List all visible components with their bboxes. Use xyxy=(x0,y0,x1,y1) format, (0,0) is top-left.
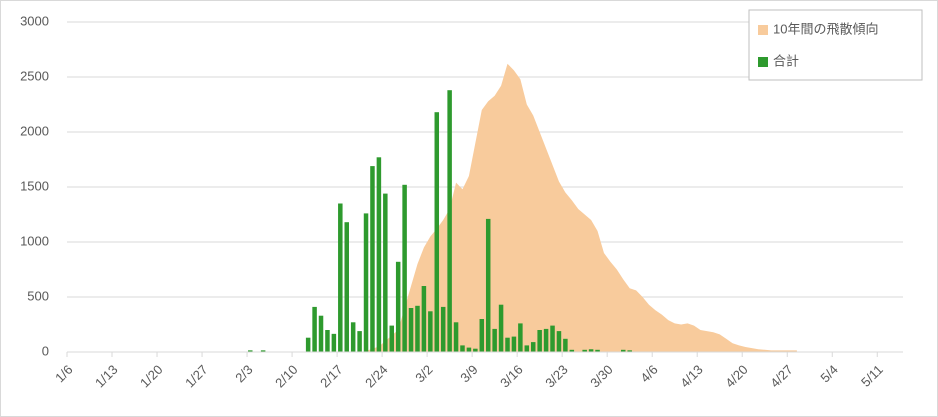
bar xyxy=(344,222,349,352)
bar xyxy=(537,330,542,352)
y-tick-label: 3000 xyxy=(20,13,49,28)
bar xyxy=(363,213,369,352)
legend-swatch xyxy=(758,57,768,67)
y-tick-label: 0 xyxy=(42,343,49,358)
bar xyxy=(485,218,491,352)
bar xyxy=(511,336,517,352)
bar xyxy=(518,323,523,352)
bar xyxy=(331,333,337,352)
area xyxy=(366,63,797,353)
bar xyxy=(318,315,324,352)
bar xyxy=(370,166,375,352)
bar xyxy=(453,322,459,352)
bar xyxy=(466,347,472,352)
y-tick-label: 2000 xyxy=(20,123,49,138)
y-tick-label: 1500 xyxy=(20,178,49,193)
bar xyxy=(248,350,253,352)
bar xyxy=(627,350,632,352)
bar xyxy=(338,203,343,352)
bar xyxy=(492,328,497,352)
bar xyxy=(563,338,568,352)
legend-swatch xyxy=(758,25,768,35)
bar xyxy=(440,306,446,352)
bar xyxy=(350,322,356,352)
bar xyxy=(402,184,407,352)
bar xyxy=(408,308,414,352)
bar xyxy=(434,112,440,352)
bar xyxy=(376,157,382,352)
bar xyxy=(543,328,549,352)
bar xyxy=(569,349,575,352)
bar xyxy=(595,349,600,352)
bar xyxy=(260,350,266,352)
bar xyxy=(383,193,388,352)
bar xyxy=(473,348,478,352)
bar xyxy=(621,349,626,352)
y-tick-label: 1000 xyxy=(20,233,49,248)
bar xyxy=(530,342,536,352)
bar xyxy=(305,337,311,352)
y-tick-label: 2500 xyxy=(20,68,49,83)
bar xyxy=(550,325,555,352)
bar xyxy=(325,330,330,352)
bar xyxy=(479,319,485,352)
bar xyxy=(389,325,395,352)
bar xyxy=(447,90,452,352)
bar xyxy=(505,337,510,352)
bar xyxy=(312,306,317,352)
bar xyxy=(421,286,427,352)
y-tick-label: 500 xyxy=(27,288,49,303)
bar xyxy=(524,345,530,352)
legend-label: 10年間の飛散傾向 xyxy=(773,21,878,36)
bar xyxy=(357,331,362,352)
bar xyxy=(588,349,594,352)
legend-label: 合計 xyxy=(773,53,799,68)
bar xyxy=(460,345,465,352)
bar xyxy=(498,304,504,352)
legend-box xyxy=(748,9,923,81)
bar xyxy=(395,261,401,352)
bar xyxy=(428,311,433,352)
bar xyxy=(556,331,562,352)
bar xyxy=(582,349,587,352)
bar xyxy=(415,305,420,352)
